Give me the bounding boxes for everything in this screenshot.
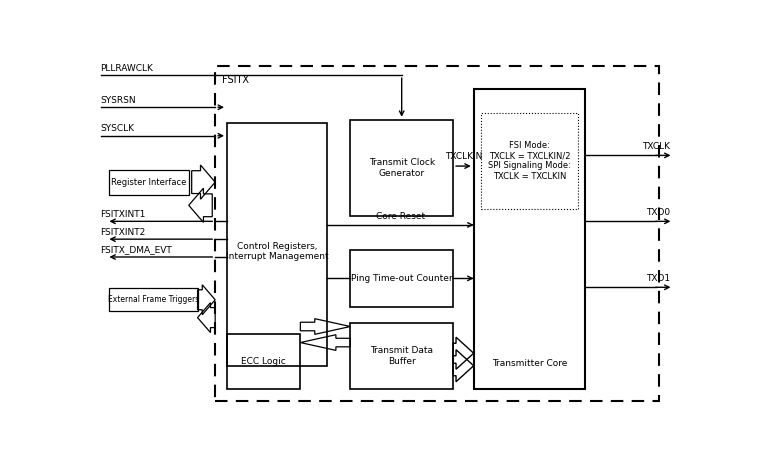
Text: Core Reset: Core Reset bbox=[376, 212, 424, 221]
Text: FSITX_DMA_EVT: FSITX_DMA_EVT bbox=[101, 245, 172, 255]
Text: SYSRSN: SYSRSN bbox=[101, 96, 136, 105]
Text: Transmit Data
Buffer: Transmit Data Buffer bbox=[370, 346, 433, 366]
Text: ECC Logic: ECC Logic bbox=[241, 357, 286, 366]
Text: TXCLKIN: TXCLKIN bbox=[445, 152, 482, 161]
Text: TXD0: TXD0 bbox=[647, 208, 670, 217]
Text: PLLRAWCLK: PLLRAWCLK bbox=[101, 64, 154, 73]
Text: Transmit Clock
Generator: Transmit Clock Generator bbox=[368, 158, 435, 178]
Text: FSITX: FSITX bbox=[222, 75, 249, 85]
Text: TXCLK: TXCLK bbox=[643, 142, 670, 151]
Text: External Frame Triggers: External Frame Triggers bbox=[108, 295, 199, 304]
Text: FSITXINT1: FSITXINT1 bbox=[101, 210, 146, 219]
Text: FSI Mode:
TXCLK = TXCLKIN/2
SPI Signaling Mode:
TXCLK = TXCLKIN: FSI Mode: TXCLK = TXCLKIN/2 SPI Signalin… bbox=[488, 141, 572, 181]
Text: FSITXINT2: FSITXINT2 bbox=[101, 228, 146, 237]
Text: Ping Time-out Counter: Ping Time-out Counter bbox=[351, 274, 453, 283]
Text: Register Interface: Register Interface bbox=[111, 178, 186, 187]
Text: TXD1: TXD1 bbox=[647, 274, 670, 283]
Text: Control Registers,
Interrupt Management: Control Registers, Interrupt Management bbox=[226, 242, 328, 261]
Text: SYSCLK: SYSCLK bbox=[101, 124, 135, 133]
Text: Transmitter Core: Transmitter Core bbox=[492, 359, 567, 369]
